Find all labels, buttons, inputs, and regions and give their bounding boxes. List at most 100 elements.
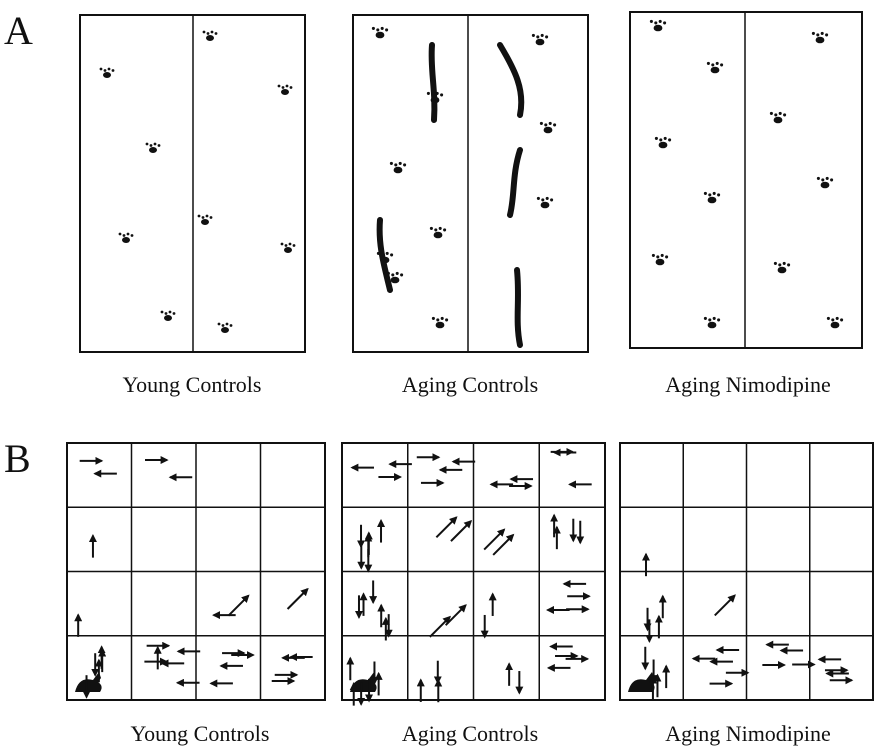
paw-toe xyxy=(704,192,707,195)
paw-pad xyxy=(536,39,545,46)
paw-toe xyxy=(708,318,711,321)
paw-pad xyxy=(774,117,783,124)
paw-toe xyxy=(774,113,777,116)
paw-pad xyxy=(206,35,214,41)
footprint-panels xyxy=(80,12,862,352)
paw-toe xyxy=(390,253,393,256)
paw-toe xyxy=(282,86,285,89)
caption: Aging Nimodipine xyxy=(665,721,831,746)
paw-toe xyxy=(654,21,657,24)
paw-toe xyxy=(668,138,671,141)
paw-toe xyxy=(226,323,229,326)
paw-toe xyxy=(541,34,544,37)
paw-toe xyxy=(376,28,379,31)
paw-toe xyxy=(537,197,540,200)
paw-toe xyxy=(536,35,539,38)
drag-mark xyxy=(510,150,520,215)
paw-pad xyxy=(831,322,840,329)
paw-toe xyxy=(713,317,716,320)
paw-pad xyxy=(816,37,825,44)
caption: Young Controls xyxy=(123,372,262,397)
paw-toe xyxy=(713,192,716,195)
paw-pad xyxy=(708,322,717,329)
paw-toe xyxy=(779,112,782,115)
paw-toe xyxy=(659,138,662,141)
paw-pad xyxy=(711,67,720,74)
paw-toe xyxy=(650,20,653,23)
paw-toe xyxy=(550,198,553,201)
track-box xyxy=(630,12,862,348)
figure: A B Young Controls Aging Controls Aging … xyxy=(0,0,876,750)
paw-toe xyxy=(430,227,433,230)
paw-toe xyxy=(830,178,833,181)
paw-pad xyxy=(656,259,665,266)
paw-toe xyxy=(532,34,535,37)
arrow xyxy=(436,517,456,537)
paw-toe xyxy=(203,31,206,34)
paw-toe xyxy=(131,234,134,237)
paw-toe xyxy=(817,177,820,180)
paw-toe xyxy=(783,113,786,116)
paw-pad xyxy=(281,89,289,95)
paw-toe xyxy=(656,255,659,258)
paw-toe xyxy=(286,85,289,88)
paw-pad xyxy=(659,142,668,149)
paw-toe xyxy=(399,162,402,165)
paw-toe xyxy=(704,317,707,320)
paw-pad xyxy=(201,219,209,225)
paw-toe xyxy=(381,27,384,30)
paw-toe xyxy=(783,262,786,265)
paw-pad xyxy=(103,72,111,78)
paw-toe xyxy=(215,32,218,35)
paw-toe xyxy=(549,122,552,125)
paw-toe xyxy=(281,243,284,246)
paw-toe xyxy=(146,143,149,146)
paw-toe xyxy=(836,317,839,320)
paw-pad xyxy=(376,32,385,39)
paw-toe xyxy=(445,318,448,321)
paw-toe xyxy=(659,20,662,23)
arrow xyxy=(446,605,466,625)
paw-toe xyxy=(441,317,444,320)
paw-toe xyxy=(821,32,824,35)
paw-toe xyxy=(778,263,781,266)
paw-toe xyxy=(770,112,773,115)
paw-toe xyxy=(716,62,719,65)
paw-toe xyxy=(394,163,397,166)
paw-toe xyxy=(652,254,655,257)
track-box xyxy=(353,15,588,352)
paw-toe xyxy=(821,178,824,181)
arrow xyxy=(288,589,308,609)
paw-toe xyxy=(774,262,777,265)
paw-toe xyxy=(708,193,711,196)
paw-toe xyxy=(540,122,543,125)
paw-pad xyxy=(544,127,553,134)
paw-toe xyxy=(825,33,828,36)
paw-pad xyxy=(821,182,830,189)
paw-pad xyxy=(394,167,403,174)
paw-toe xyxy=(123,234,126,237)
paw-toe xyxy=(717,193,720,196)
open-field-grids xyxy=(67,443,873,700)
paw-toe xyxy=(831,318,834,321)
arrow xyxy=(430,617,450,637)
paw-pad xyxy=(284,247,292,253)
drag-mark xyxy=(432,45,435,120)
panel-label: A xyxy=(4,8,33,53)
drag-mark xyxy=(500,45,521,115)
drag-mark xyxy=(380,220,390,290)
paw-pad xyxy=(391,277,400,284)
paw-toe xyxy=(386,252,389,255)
paw-toe xyxy=(545,35,548,38)
paw-toe xyxy=(202,216,205,219)
paw-toe xyxy=(150,144,153,147)
paw-toe xyxy=(439,227,442,230)
paw-toe xyxy=(544,123,547,126)
paw-toe xyxy=(403,163,406,166)
panel-label: B xyxy=(4,436,31,481)
arrow xyxy=(228,596,248,616)
paw-toe xyxy=(112,69,115,72)
paw-toe xyxy=(541,198,544,201)
caption: Aging Controls xyxy=(402,721,538,746)
paw-toe xyxy=(127,233,130,236)
